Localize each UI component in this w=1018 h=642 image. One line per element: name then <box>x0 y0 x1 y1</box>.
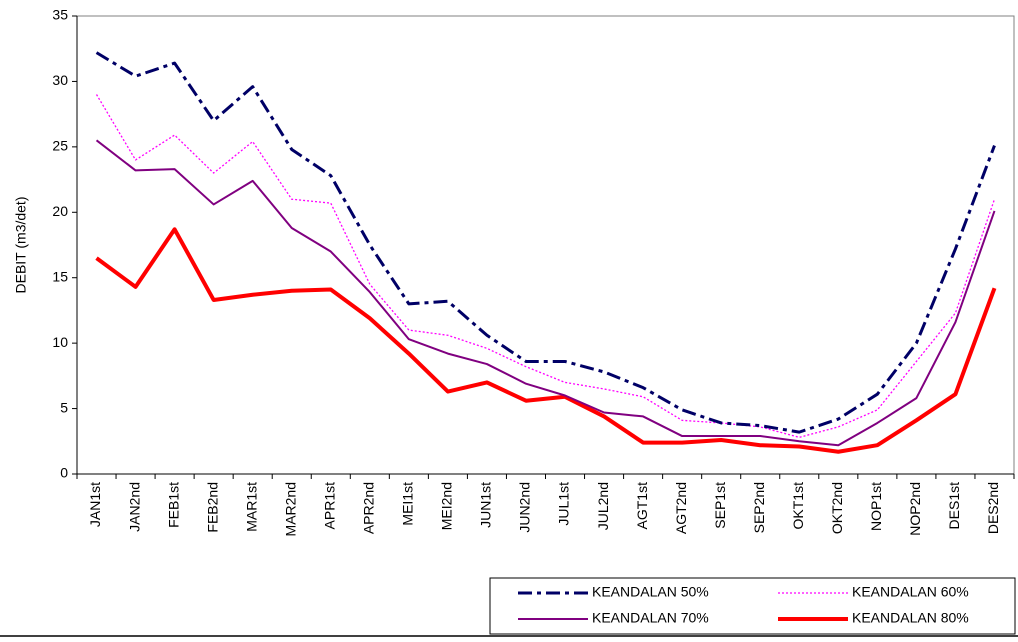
x-tick-label: DES1st <box>946 482 962 530</box>
x-tick-label: SEP2nd <box>751 482 767 533</box>
x-tick-label: MEI2nd <box>439 482 455 530</box>
x-tick-label: JUN2nd <box>517 482 533 533</box>
plot-frame <box>76 15 1015 475</box>
y-axis-label: DEBIT (m3/det) <box>13 197 29 294</box>
series-line <box>95 94 996 439</box>
y-tick-label: 0 <box>60 465 68 481</box>
y-tick-label: 30 <box>52 72 68 88</box>
x-tick-label: MAR2nd <box>282 482 298 536</box>
x-tick-label: JUN1st <box>478 482 494 528</box>
x-tick-label: JAN2nd <box>126 482 142 532</box>
x-tick-label: FEB1st <box>165 482 181 528</box>
x-tick-label: AGT2nd <box>673 482 689 534</box>
series-line <box>95 227 997 454</box>
x-tick-label: DES2nd <box>985 482 1001 534</box>
x-tick-label: NOP1st <box>868 482 884 531</box>
y-tick-label: 20 <box>52 203 68 219</box>
x-tick-label: JAN1st <box>87 482 103 527</box>
x-tick-label: NOP2nd <box>907 482 923 536</box>
x-tick-label: JUL2nd <box>595 482 611 530</box>
x-tick-label: MEI1st <box>400 482 416 526</box>
series-line <box>95 139 996 447</box>
y-tick-label: 5 <box>60 399 68 415</box>
legend-label: KEANDALAN 60% <box>852 584 969 600</box>
x-tick-label: OKT1st <box>790 482 806 530</box>
y-tick-label: 15 <box>52 268 68 284</box>
y-tick-label: 35 <box>52 7 68 23</box>
x-tick-label: APR2nd <box>361 482 377 534</box>
x-tick-label: APR1st <box>321 482 337 530</box>
legend-label: KEANDALAN 80% <box>852 610 969 626</box>
legend-label: KEANDALAN 50% <box>592 584 709 600</box>
series-line <box>95 51 996 434</box>
y-tick-label: 25 <box>52 138 68 154</box>
x-tick-label: JUL1st <box>556 482 572 526</box>
legend-label: KEANDALAN 70% <box>592 610 709 626</box>
x-tick-label: MAR1st <box>243 482 259 532</box>
x-tick-label: OKT2nd <box>829 482 845 534</box>
x-tick-label: AGT1st <box>634 482 650 530</box>
y-tick-label: 10 <box>52 334 68 350</box>
legend-box <box>489 577 1016 635</box>
x-tick-label: FEB2nd <box>204 482 220 533</box>
x-tick-label: SEP1st <box>712 482 728 529</box>
